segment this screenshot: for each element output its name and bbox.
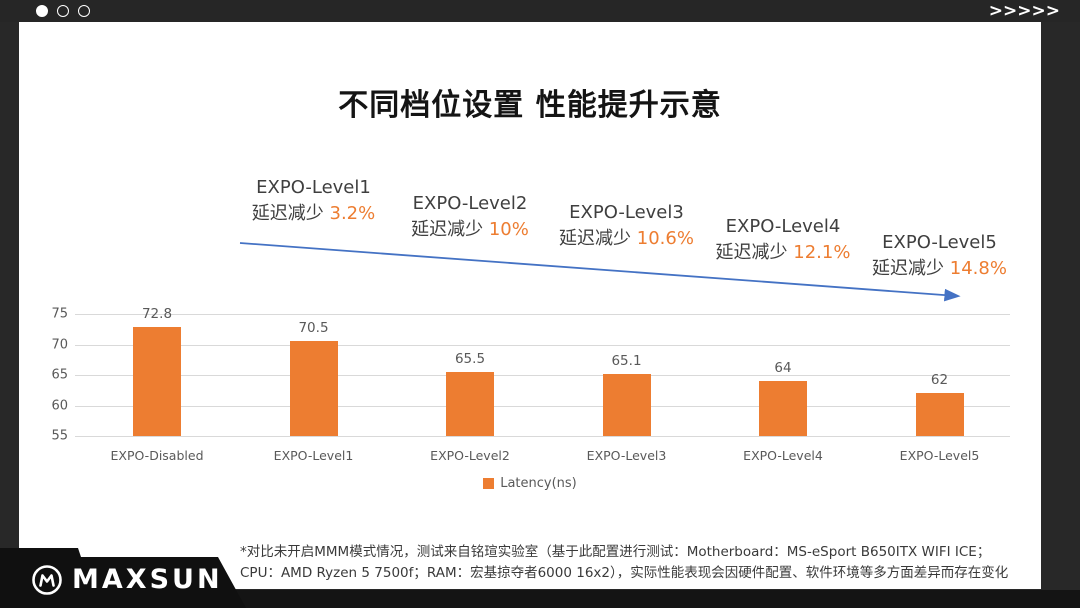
bar-value-label: 70.5 — [298, 320, 329, 337]
annotation-expo-level1: EXPO-Level1 延迟减少 3.2% — [252, 175, 375, 227]
bar-value-label: 64 — [774, 360, 792, 377]
annotation-expo-level3: EXPO-Level3 延迟减少 10.6% — [559, 200, 694, 252]
bottom-strip — [0, 590, 1080, 608]
slide-canvas: 不同档位设置 性能提升示意 55 60 65 70 75 72.8 EXPO-Disable… — [19, 22, 1041, 589]
bar-value-label: 65.5 — [454, 350, 486, 367]
brand-banner: MAXSUN — [0, 548, 246, 608]
y-axis-tick: 60 — [51, 398, 68, 413]
bar-expo-level5 — [915, 393, 964, 436]
annotation-reduction: 延迟减少 3.2% — [251, 203, 376, 224]
slide-title: 不同档位设置 性能提升示意 — [338, 88, 722, 123]
page-dot-active-icon[interactable] — [36, 5, 48, 17]
annotation-title: EXPO-Level4 — [725, 216, 841, 237]
x-axis-category-label: EXPO-Level4 — [743, 448, 823, 463]
bar-value-label: 65.1 — [611, 353, 642, 370]
x-axis-category-label: EXPO-Level3 — [586, 448, 667, 463]
annotation-title: EXPO-Level1 — [256, 177, 371, 198]
footnote: *对比未开启MMM模式情况，测试来自铭瑄实验室（基于此配置进行测试：Mother… — [240, 542, 1030, 584]
bar-value-label: 62 — [930, 372, 949, 389]
page-dots — [36, 5, 90, 17]
gridline — [75, 344, 1010, 346]
bar-expo-level1 — [289, 341, 338, 436]
legend-swatch-icon — [483, 478, 495, 489]
annotation-title: EXPO-Level5 — [882, 232, 997, 253]
bar-expo-disabled — [133, 327, 181, 436]
trend-arrow-icon — [239, 242, 961, 302]
brand-name: MAXSUN — [72, 564, 223, 595]
annotation-expo-level2: EXPO-Level2 延迟减少 10% — [411, 191, 529, 243]
y-axis-tick: 70 — [51, 337, 68, 352]
gridline — [75, 405, 1010, 407]
legend-label: Latency(ns) — [500, 476, 577, 491]
y-axis-tick: 55 — [51, 428, 68, 444]
y-axis-tick: 65 — [51, 367, 68, 383]
annotation-reduction: 延迟减少 10.6% — [559, 228, 694, 249]
page-dot-icon[interactable] — [78, 5, 90, 17]
annotation-expo-level5: EXPO-Level5 延迟减少 14.8% — [872, 230, 1007, 282]
annotation-reduction: 延迟减少 12.1% — [715, 242, 851, 263]
annotation-title: EXPO-Level3 — [569, 202, 684, 223]
annotation-title: EXPO-Level2 — [412, 193, 528, 214]
x-axis-category-label: EXPO-Level5 — [899, 448, 980, 463]
bar-expo-level4 — [759, 381, 807, 436]
x-axis-category-label: EXPO-Level2 — [430, 448, 510, 463]
chevrons-right-icon: >>>>> — [988, 1, 1060, 21]
chart-legend: Latency(ns) — [19, 476, 1041, 491]
bar-chart: 55 60 65 70 75 72.8 EXPO-Disabled 70.5 EXPO-Leve… — [19, 22, 1041, 589]
footnote-line-1: *对比未开启MMM模式情况，测试来自铭瑄实验室（基于此配置进行测试：Mother… — [240, 544, 991, 560]
bar-expo-level3 — [602, 374, 651, 436]
page-dot-icon[interactable] — [57, 5, 69, 17]
x-axis-category-label: EXPO-Disabled — [110, 448, 204, 463]
bar-expo-level2 — [446, 371, 494, 436]
annotation-expo-level4: EXPO-Level4 延迟减少 12.1% — [716, 214, 851, 266]
x-axis-category-label: EXPO-Level1 — [273, 448, 354, 463]
gridline — [75, 436, 1010, 437]
top-window-bar: >>>>> — [0, 0, 1080, 22]
gridline — [75, 314, 1010, 315]
y-axis-tick: 75 — [51, 306, 68, 322]
maxsun-logo-icon — [32, 564, 62, 595]
gridline — [75, 375, 1010, 376]
annotation-reduction: 延迟减少 14.8% — [872, 258, 1007, 279]
annotation-reduction: 延迟减少 10% — [411, 219, 529, 240]
footnote-line-2: CPU：AMD Ryzen 5 7500f；RAM：宏基掠夺者6000 16x2… — [240, 565, 1009, 581]
bar-value-label: 72.8 — [141, 306, 173, 323]
